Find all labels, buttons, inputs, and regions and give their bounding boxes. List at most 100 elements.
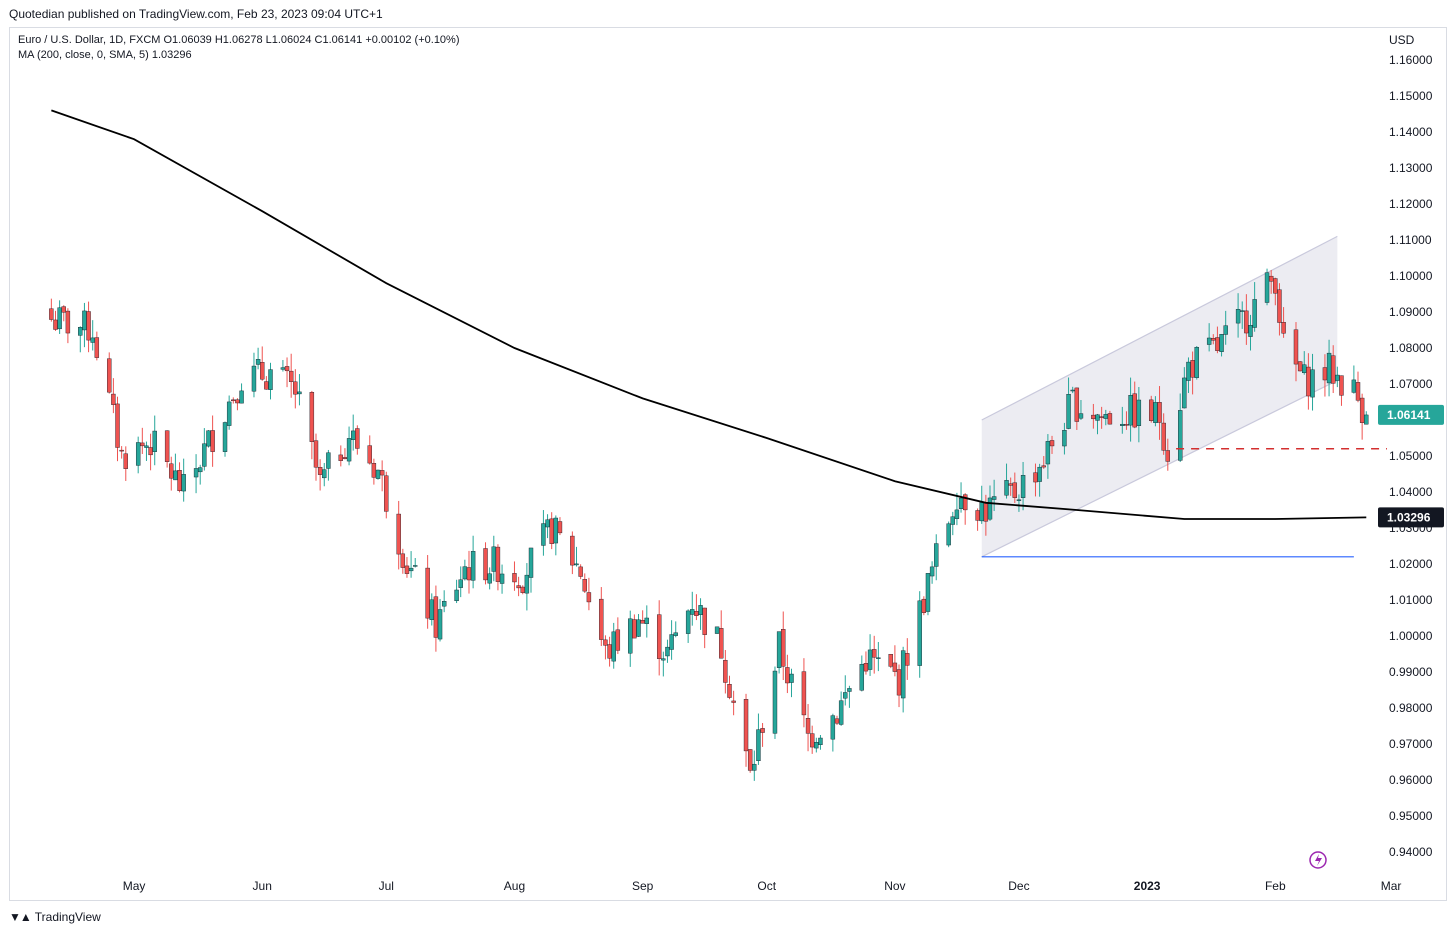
candle-body (958, 497, 964, 509)
candle-body (202, 443, 207, 467)
candle-body (896, 669, 902, 696)
candle-body (235, 399, 240, 404)
y-tick-label: 1.12000 (1389, 197, 1433, 211)
candle (1049, 435, 1055, 454)
candle (1219, 333, 1224, 357)
candle (574, 546, 579, 567)
candle (384, 471, 389, 519)
candle-body (65, 310, 71, 334)
candle (896, 664, 902, 708)
candle (669, 620, 674, 660)
candle (193, 454, 199, 494)
candle-body (983, 502, 989, 522)
candle-body (384, 475, 389, 512)
candle-body (867, 649, 873, 670)
candle-body (760, 728, 765, 733)
candle (222, 421, 228, 457)
candle-body (1293, 329, 1299, 365)
candle-body (284, 366, 290, 372)
candle (888, 654, 893, 669)
candle (1107, 410, 1113, 425)
candle (760, 723, 765, 747)
candle-body (512, 573, 517, 583)
candle-body (375, 469, 381, 479)
x-tick-label: Mar (1381, 879, 1402, 893)
candle-body (892, 662, 898, 672)
candle (148, 433, 153, 471)
candle (297, 374, 302, 406)
candle-body (346, 438, 352, 462)
y-tick-label: 1.02000 (1389, 557, 1433, 571)
candle-body (367, 445, 372, 464)
candle (53, 310, 58, 331)
candle (181, 458, 186, 502)
y-tick-label: 1.13000 (1389, 161, 1433, 175)
candle (917, 591, 922, 678)
candle (288, 353, 294, 398)
candle-body (379, 470, 385, 476)
candle-body (1165, 450, 1171, 462)
candle-body (1351, 379, 1357, 393)
chart-legend: Euro / U.S. Dollar, 1D, FXCM O1.06039 H1… (18, 33, 460, 63)
candle-body (1240, 310, 1245, 312)
candle-body (719, 628, 724, 659)
candle (528, 547, 534, 593)
candle (90, 320, 95, 351)
candle (260, 346, 265, 381)
y-tick-label: 1.04000 (1389, 485, 1433, 499)
candle (570, 531, 575, 575)
candle-body (541, 523, 546, 546)
publisher-header: Quotedian published on TradingView.com, … (9, 7, 383, 21)
candle (1277, 283, 1282, 336)
candle (441, 590, 447, 613)
candle-body (776, 631, 782, 668)
candle-body (433, 596, 439, 638)
candle (495, 544, 501, 591)
candle-body (1008, 483, 1013, 486)
candle (152, 415, 157, 466)
candle (714, 626, 720, 634)
candle-body (107, 358, 112, 393)
y-tick-label: 1.11000 (1389, 233, 1432, 247)
candle (603, 635, 608, 660)
candle (1045, 434, 1051, 479)
candle (1016, 494, 1022, 512)
candle (1364, 411, 1369, 425)
x-tick-label: Oct (757, 879, 776, 893)
candle-body (169, 463, 174, 479)
alert-icon[interactable] (1309, 851, 1327, 869)
candle-body (499, 573, 505, 584)
channel-lower-edge (981, 379, 1338, 558)
candle-body (429, 599, 434, 620)
candle (876, 642, 881, 672)
candle (673, 621, 678, 638)
candle (1157, 386, 1162, 440)
candle-body (1016, 499, 1022, 501)
candle-body (975, 510, 980, 521)
candle-body (260, 362, 265, 380)
candle (1004, 463, 1009, 499)
candle-body (814, 742, 819, 749)
candle (65, 308, 71, 344)
candle (1037, 463, 1042, 497)
candle-body (954, 509, 960, 519)
candle (1244, 294, 1249, 345)
candle (115, 396, 120, 462)
chart-frame[interactable] (9, 27, 1447, 901)
footer-brand[interactable]: ▼▲ TradingView (9, 910, 101, 924)
candle-body (1306, 366, 1311, 397)
candle (107, 352, 112, 394)
candle (144, 441, 149, 461)
candle (905, 638, 910, 680)
candle (690, 591, 695, 626)
candle-body (545, 519, 550, 528)
candle (284, 357, 290, 388)
candle-body (1339, 375, 1344, 396)
x-tick-label: Jun (253, 879, 272, 893)
candle (743, 693, 749, 767)
candle (991, 479, 997, 512)
candle-body (1223, 325, 1228, 335)
candle-body (371, 463, 377, 478)
candle (49, 298, 54, 322)
